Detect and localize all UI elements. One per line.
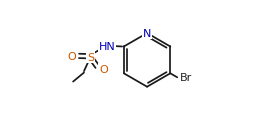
Text: O: O [99,64,107,74]
Text: O: O [67,52,76,61]
Text: HN: HN [98,41,115,51]
Text: S: S [87,52,94,62]
Text: Br: Br [179,73,191,83]
Text: N: N [142,29,151,39]
